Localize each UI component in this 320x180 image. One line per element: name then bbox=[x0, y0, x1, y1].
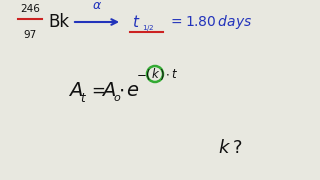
Text: $t$: $t$ bbox=[171, 68, 178, 80]
Text: $\alpha$: $\alpha$ bbox=[92, 0, 102, 12]
Text: $\cdot$: $\cdot$ bbox=[165, 68, 170, 80]
Text: $?$: $?$ bbox=[232, 139, 242, 157]
Text: $-$: $-$ bbox=[136, 68, 147, 80]
Text: $\cdot$: $\cdot$ bbox=[118, 80, 124, 100]
Text: $=$: $=$ bbox=[88, 81, 105, 99]
Text: $)$: $)$ bbox=[159, 66, 164, 82]
Text: $t$: $t$ bbox=[80, 91, 87, 105]
Text: $($: $($ bbox=[145, 66, 151, 82]
Text: $o$: $o$ bbox=[113, 93, 121, 103]
Text: $= 1.80\,days$: $= 1.80\,days$ bbox=[168, 13, 252, 31]
Text: $k$: $k$ bbox=[218, 139, 231, 157]
Text: $_{1/2}$: $_{1/2}$ bbox=[142, 24, 155, 34]
Text: $A$: $A$ bbox=[101, 80, 116, 100]
Text: $e$: $e$ bbox=[126, 80, 139, 100]
Text: Bk: Bk bbox=[48, 13, 69, 31]
Text: 246: 246 bbox=[20, 4, 40, 14]
Text: $A$: $A$ bbox=[68, 80, 83, 100]
Text: 97: 97 bbox=[23, 30, 36, 40]
Text: $t$: $t$ bbox=[132, 14, 140, 30]
Text: $k$: $k$ bbox=[151, 67, 160, 81]
